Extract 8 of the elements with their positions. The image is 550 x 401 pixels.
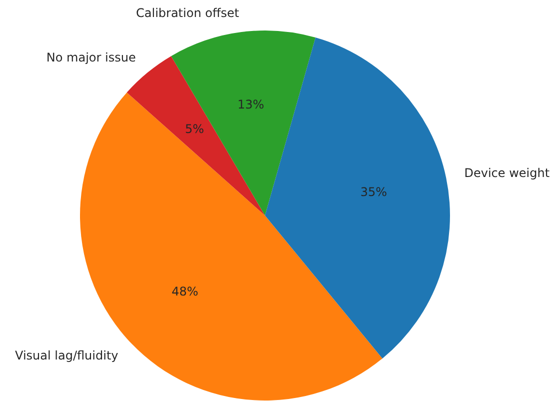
data-label: 5% — [185, 122, 204, 136]
slice-label: Device weight — [464, 166, 550, 180]
data-label: 35% — [360, 184, 387, 199]
slice-label: Visual lag/fluidity — [15, 348, 118, 363]
slice-label: Calibration offset — [136, 6, 240, 20]
data-label: 48% — [172, 284, 198, 299]
slice-label: No major issue — [46, 50, 136, 64]
data-label: 13% — [238, 98, 264, 112]
